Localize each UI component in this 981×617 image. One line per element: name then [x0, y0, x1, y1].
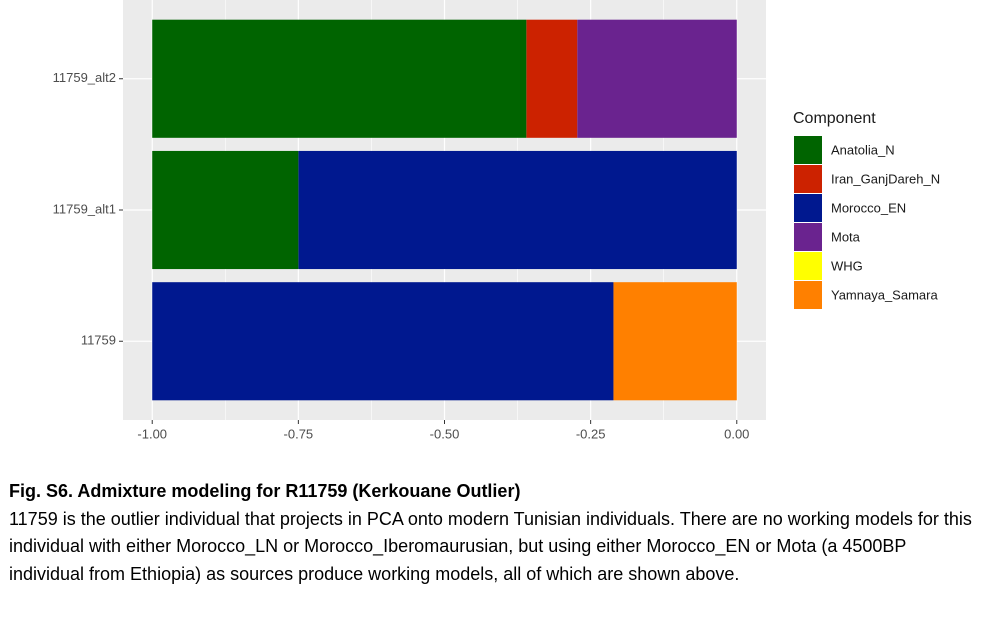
legend-title: Component — [793, 110, 876, 127]
x-tick-label: 0.00 — [724, 426, 749, 441]
x-tick-label: -0.50 — [430, 426, 460, 441]
x-tick-label: -1.00 — [137, 426, 167, 441]
bar-segment — [613, 282, 737, 401]
chart: Component -1.00 -0.75 -0.50 -0.25 0.00 11759 1… — [53, 0, 940, 441]
legend-label: WHG — [831, 258, 863, 273]
caption-text: 11759 is the outlier individual that pro… — [9, 508, 972, 584]
legend-key — [794, 281, 822, 309]
bar-segment — [298, 150, 737, 270]
legend-key — [794, 194, 822, 222]
bar-segment — [577, 19, 737, 138]
legend-key — [794, 136, 822, 164]
bar-segment — [152, 19, 527, 138]
bar-segment — [152, 150, 299, 270]
bar-segment — [526, 19, 578, 138]
legend-label: Mota — [831, 229, 861, 244]
x-tick-label: -0.75 — [284, 426, 314, 441]
x-tick-label: -0.25 — [576, 426, 606, 441]
legend-key — [794, 165, 822, 193]
y-tick-label: 11759 — [81, 333, 116, 348]
y-tick-label: 11759_alt2 — [53, 70, 116, 85]
caption-title: Fig. S6. Admixture modeling for R11759 (… — [9, 481, 521, 501]
legend-label: Yamnaya_Samara — [831, 287, 938, 302]
legend-label: Iran_GanjDareh_N — [831, 171, 940, 186]
caption: Fig. S6. Admixture modeling for R11759 (… — [9, 478, 977, 588]
legend-key — [794, 223, 822, 251]
bar-segment — [152, 282, 614, 401]
legend-label: Morocco_EN — [831, 200, 906, 215]
legend-key — [794, 252, 822, 280]
y-tick-label: 11759_alt1 — [53, 201, 116, 216]
legend-label: Anatolia_N — [831, 142, 895, 157]
